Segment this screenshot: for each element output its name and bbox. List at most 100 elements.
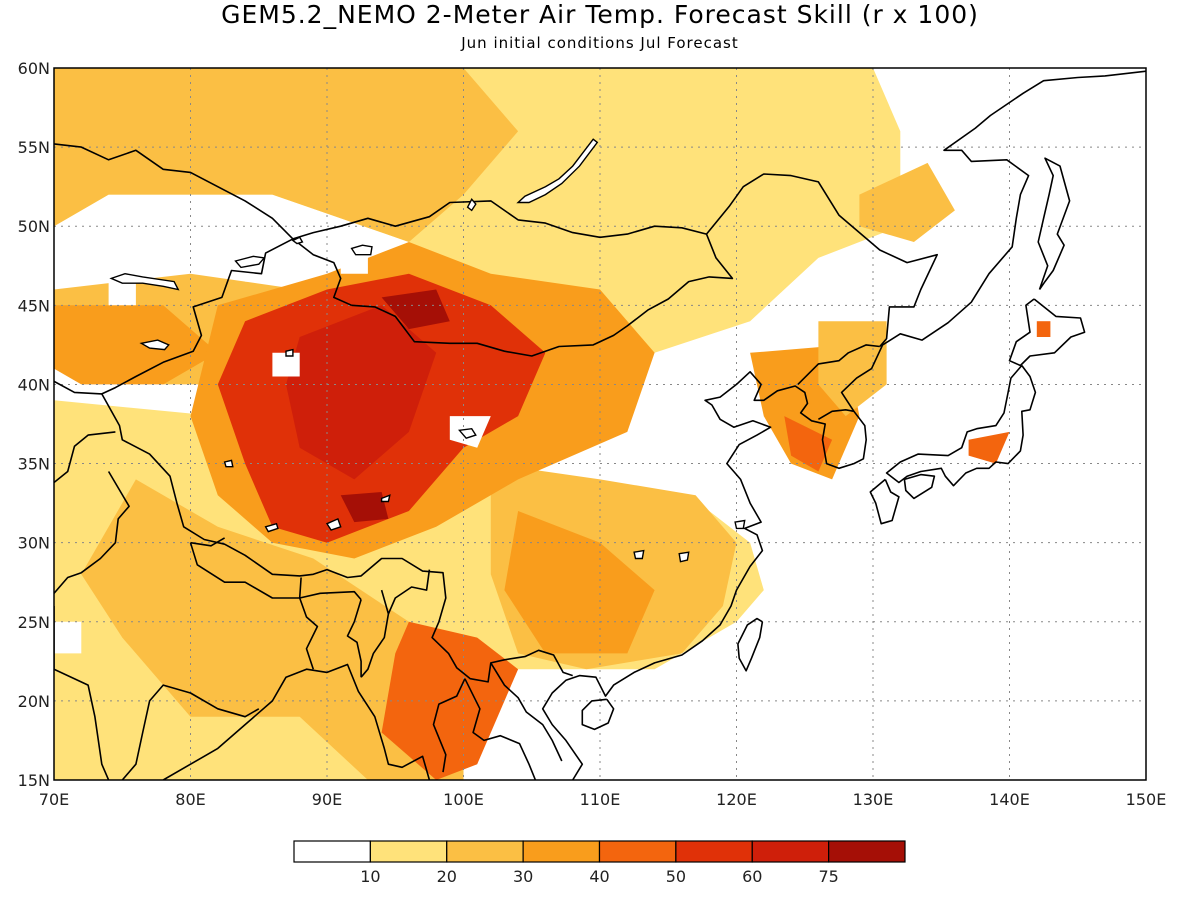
lake-outline [466, 198, 477, 212]
colorbar-swatch [446, 840, 524, 863]
lake-outline [633, 549, 645, 560]
country-border [817, 408, 855, 420]
colorbar-swatch [369, 840, 448, 863]
contour-region-level-2 [54, 68, 519, 242]
missing-data-cell [272, 352, 300, 377]
lake-outline [139, 339, 170, 351]
contour-region-level-4 [784, 416, 833, 472]
colorbar-tick-label: 75 [818, 867, 838, 886]
contour-region-level-2 [859, 162, 955, 242]
country-border [432, 678, 466, 773]
country-border [54, 431, 116, 484]
coastline [162, 663, 431, 780]
plot-frame [53, 67, 1147, 781]
coastline [869, 478, 900, 525]
lon-tick-label: 80E [175, 790, 205, 809]
colorbar-swatch [293, 840, 371, 863]
lake-outline [678, 551, 690, 563]
lake-outline [109, 272, 180, 291]
country-border [54, 471, 130, 594]
colorbar-swatch [675, 840, 753, 863]
country-border [490, 662, 563, 762]
lat-tick-label: 45N [18, 296, 50, 315]
country-border [360, 589, 390, 678]
lat-tick-label: 35N [18, 455, 50, 474]
lat-tick-label: 40N [18, 375, 50, 394]
contour-region-level-7 [381, 289, 450, 330]
coastline [121, 684, 260, 780]
colorbar-tick-label: 50 [666, 867, 686, 886]
lake-outline [223, 459, 234, 468]
country-border [292, 238, 352, 307]
lake-outline [734, 519, 746, 530]
coastline [1037, 157, 1071, 290]
colorbar-tick-label: 60 [742, 867, 762, 886]
lon-tick-label: 130E [853, 790, 894, 809]
country-border [54, 380, 102, 395]
lake-outline [325, 517, 342, 531]
lat-tick-label: 15N [18, 771, 50, 790]
contour-region-level-7 [340, 492, 389, 523]
coastline [885, 364, 1037, 487]
colorbar-tick-label: 10 [360, 867, 380, 886]
country-border [54, 143, 939, 348]
lat-tick-label: 20N [18, 692, 50, 711]
missing-data-cell [54, 621, 82, 654]
coastline [737, 617, 764, 672]
colorbar-swatch [751, 840, 830, 863]
contour-region-level-4 [1036, 321, 1051, 337]
country-border [351, 233, 734, 357]
gridlines [54, 68, 1146, 780]
lake-outline [291, 236, 304, 245]
missing-data-cell [340, 250, 368, 274]
contour-region-level-3 [54, 305, 218, 385]
map-title: GEM5.2_NEMO 2-Meter Air Temp. Forecast S… [221, 0, 979, 29]
lon-tick-label: 110E [580, 790, 621, 809]
contour-region-level-6 [286, 305, 437, 480]
country-border [189, 542, 300, 599]
country-border [298, 577, 362, 601]
lat-tick-label: 60N [18, 59, 50, 78]
lon-tick-label: 150E [1126, 790, 1167, 809]
coastline [903, 473, 936, 500]
country-border [298, 597, 319, 670]
contour-region-level-4 [968, 431, 1010, 464]
country-border [387, 569, 431, 615]
lake-outline [285, 348, 294, 357]
colorbar-tick-label: 30 [513, 867, 533, 886]
lat-tick-label: 30N [18, 534, 50, 553]
lon-tick-label: 90E [312, 790, 342, 809]
lake-outline [264, 522, 279, 533]
colorbar-tick-label: 20 [437, 867, 457, 886]
coastline [54, 606, 110, 780]
lake-outline [234, 255, 266, 269]
country-border [797, 344, 880, 385]
lake-outline [516, 138, 599, 204]
skill-contour-fills [54, 68, 1051, 780]
lake-outline [458, 427, 477, 440]
coastline [1008, 298, 1086, 367]
country-border [464, 678, 537, 780]
colorbar-swatch [522, 840, 601, 863]
lon-tick-label: 100E [443, 790, 484, 809]
colorbar: 10 20 30 40 50 60 75 [293, 840, 906, 886]
coastlines [54, 70, 1146, 780]
contour-region-level-3 [504, 511, 655, 654]
colorbar-swatch [598, 840, 677, 863]
colorbar-tick-label: 40 [589, 867, 609, 886]
coastline [581, 698, 615, 731]
lon-tick-label: 70E [39, 790, 69, 809]
country-border [346, 599, 362, 678]
country-border [190, 537, 226, 547]
lat-tick-label: 55N [18, 138, 50, 157]
lon-tick-label: 140E [989, 790, 1030, 809]
lake-outline [380, 494, 391, 503]
country-border [101, 238, 573, 683]
lake-outline [350, 244, 373, 256]
coastline [541, 70, 1146, 780]
lon-tick-label: 120E [716, 790, 757, 809]
lat-tick-label: 50N [18, 217, 50, 236]
map-subtitle: Jun initial conditions Jul Forecast [461, 34, 739, 52]
